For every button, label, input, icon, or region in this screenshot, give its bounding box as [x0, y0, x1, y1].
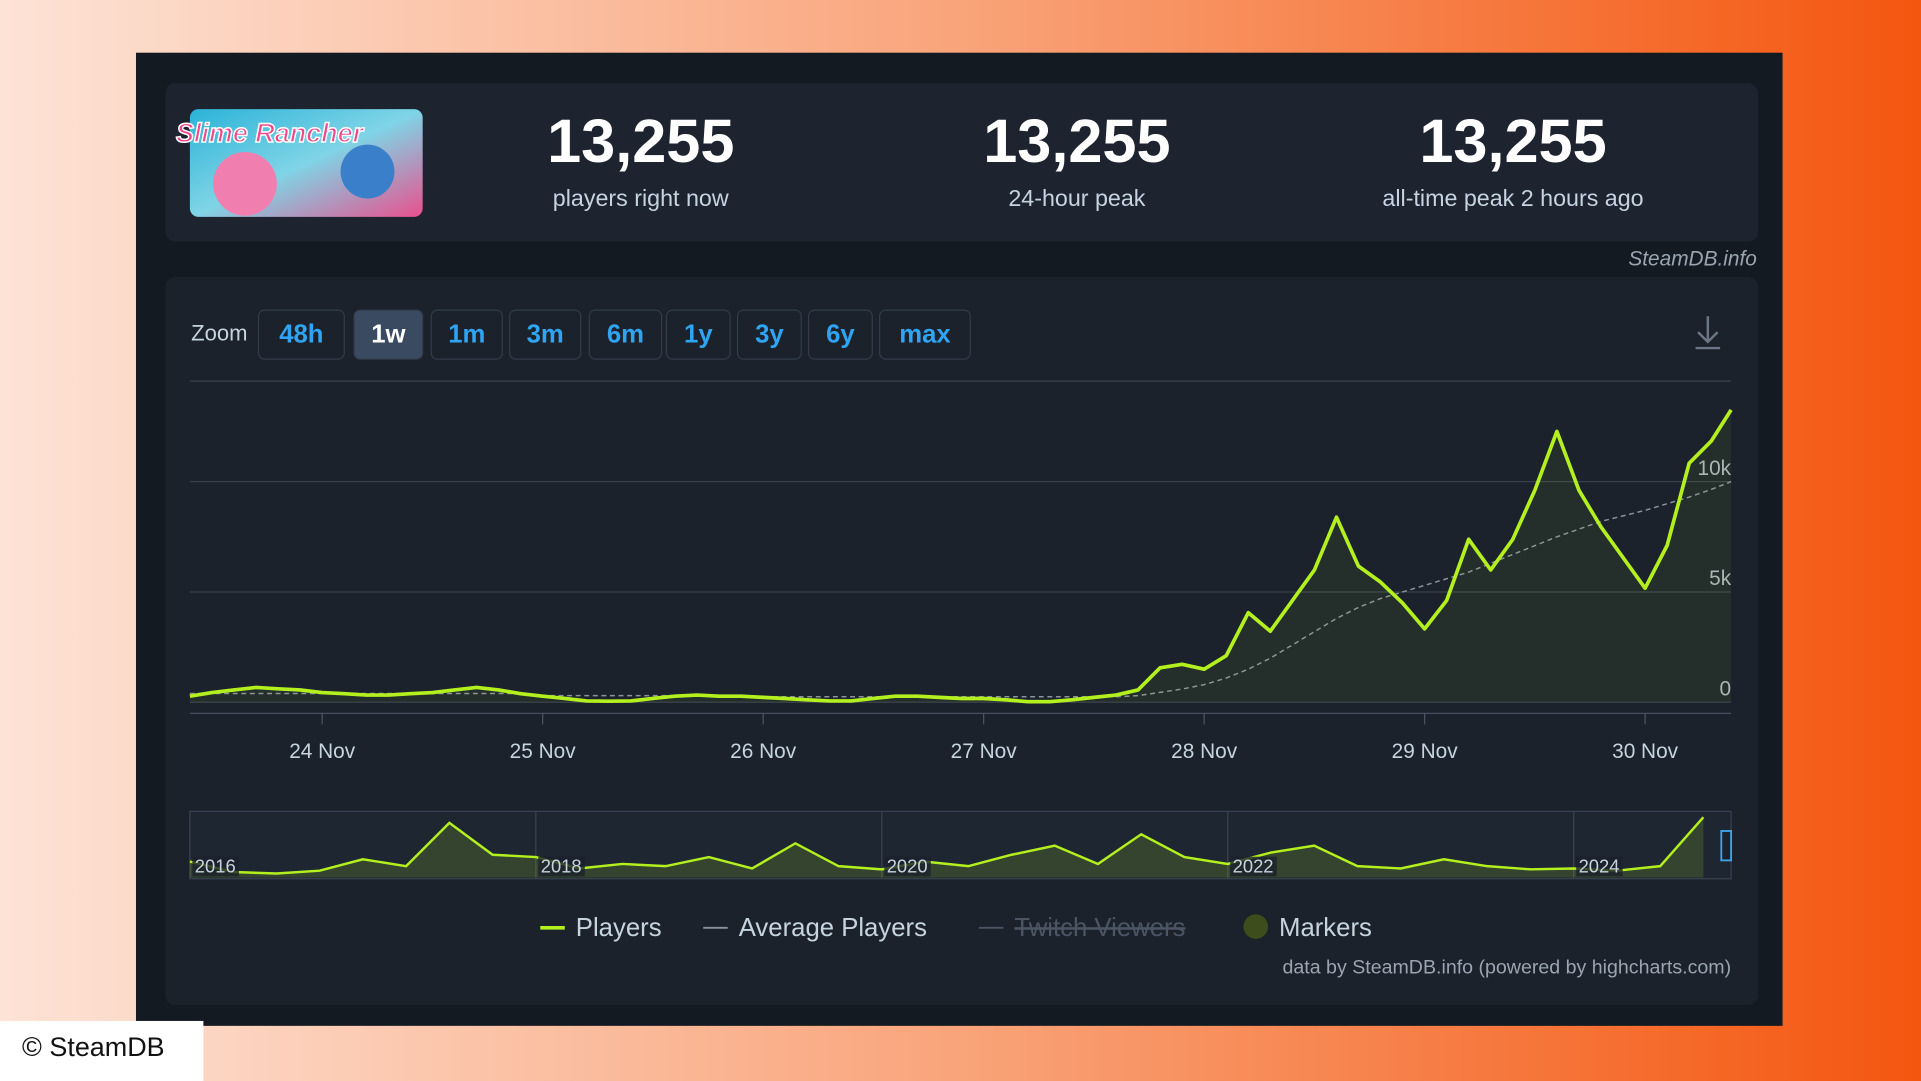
x-tick-label: 27 Nov [951, 740, 1018, 763]
copyright-box [0, 1020, 204, 1081]
legend-label[interactable]: Average Players [739, 914, 927, 942]
legend-label[interactable]: Twitch Viewers [1014, 914, 1185, 942]
navigator-label-bg [884, 856, 931, 877]
navigator-label: 2016 [195, 856, 236, 877]
zoom-button[interactable] [257, 309, 345, 360]
y-tick-label: 10k [1698, 457, 1732, 480]
stat-caption: all-time peak 2 hours ago [1382, 185, 1643, 211]
stat-caption: 24-hour peak [1008, 185, 1145, 211]
stats-card [165, 83, 1759, 242]
x-tick-label: 28 Nov [1171, 740, 1238, 763]
y-tick-label: 0 [1720, 678, 1732, 701]
legend-label[interactable]: Markers [1279, 914, 1372, 942]
zoom-button-label[interactable]: 48h [279, 321, 323, 349]
series-line [189, 408, 1733, 704]
zoom-button[interactable] [879, 309, 971, 360]
slime [213, 151, 277, 216]
stat-value: 13,255 [1419, 107, 1606, 175]
x-tick-label: 30 Nov [1612, 740, 1679, 763]
y-tick-label: 5k [1709, 567, 1732, 590]
navigator-handle[interactable] [1720, 830, 1733, 862]
navigator-line [189, 816, 1705, 875]
credit: data by SteamDB.info (powered by highcha… [1282, 956, 1731, 978]
character [340, 144, 395, 199]
game-logo: Slime Rancher [176, 118, 365, 148]
stat-caption: players right now [553, 185, 729, 211]
navigator-label: 2018 [541, 856, 582, 877]
zoom-button-label[interactable]: 1y [684, 321, 713, 349]
zoom-button[interactable] [430, 309, 503, 360]
zoom-button-label[interactable]: 3m [527, 321, 564, 349]
navigator-label-bg [538, 856, 585, 877]
download-icon[interactable] [1695, 316, 1721, 350]
zoom-button-label[interactable]: 3y [755, 321, 784, 349]
x-tick-label: 24 Nov [289, 740, 356, 763]
navigator-label-bg [1576, 856, 1623, 877]
stat-value: 13,255 [983, 107, 1170, 175]
zoom-button-label[interactable]: max [899, 321, 951, 349]
watermark: SteamDB.info [1628, 247, 1756, 270]
zoom-button[interactable] [736, 309, 802, 360]
zoom-label: Zoom [191, 320, 247, 345]
x-tick-label: 29 Nov [1392, 740, 1459, 763]
zoom-button[interactable] [588, 309, 663, 360]
zoom-button[interactable] [665, 309, 731, 360]
stat-value: 13,255 [547, 107, 734, 175]
zoom-button-label[interactable]: 1w [371, 321, 406, 349]
zoom-button[interactable] [509, 309, 582, 360]
zoom-button-label[interactable]: 6m [607, 321, 644, 349]
navigator-label: 2024 [1579, 856, 1620, 877]
zoom-button-label[interactable]: 1m [448, 321, 485, 349]
x-tick-label: 26 Nov [730, 740, 797, 763]
zoom-button[interactable] [353, 309, 424, 360]
navigator-label-bg [192, 856, 239, 877]
legend-label[interactable]: Players [576, 914, 662, 942]
zoom-button[interactable] [807, 309, 873, 360]
navigator-label-bg [1230, 856, 1277, 877]
navigator[interactable] [189, 810, 1732, 880]
copyright: © SteamDB [22, 1032, 165, 1062]
zoom-button-label[interactable]: 6y [826, 321, 855, 349]
x-tick-label: 25 Nov [510, 740, 577, 763]
navigator-area [189, 817, 1704, 878]
players-area [189, 409, 1732, 703]
navigator-label: 2020 [887, 856, 928, 877]
legend-swatch [1243, 914, 1269, 939]
navigator-label: 2022 [1233, 856, 1274, 877]
